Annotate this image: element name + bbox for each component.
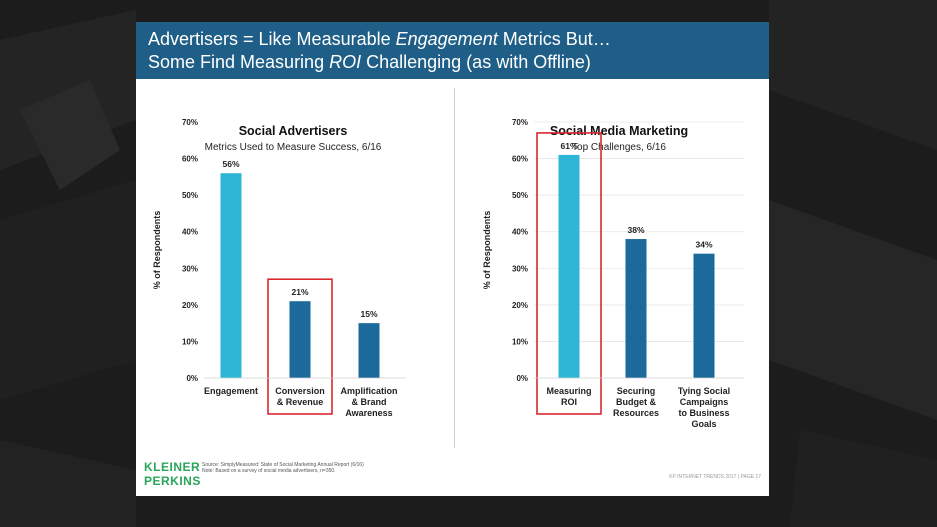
y-tick-label: 0% xyxy=(516,374,528,383)
y-tick-label: 70% xyxy=(512,118,528,127)
bar xyxy=(358,323,380,378)
y-tick-label: 50% xyxy=(182,191,198,200)
slide-title-line1: Advertisers = Like Measurable Engagement… xyxy=(148,29,611,49)
y-tick-label: 30% xyxy=(182,264,198,273)
y-tick-label: 40% xyxy=(512,228,528,237)
y-tick-label: 60% xyxy=(512,155,528,164)
bar-value-label: 34% xyxy=(695,240,712,250)
bar xyxy=(558,154,580,378)
bar-value-label: 21% xyxy=(291,287,308,297)
category-label: Awareness xyxy=(345,408,392,418)
y-tick-label: 50% xyxy=(512,191,528,200)
y-tick-label: 70% xyxy=(182,118,198,127)
category-label: Conversion xyxy=(275,386,325,396)
title-bar: Advertisers = Like Measurable Engagement… xyxy=(136,22,769,79)
y-axis-label: % of Respondents xyxy=(482,211,492,290)
chart-title: Social Advertisers xyxy=(239,124,348,138)
category-label: Measuring xyxy=(546,386,591,396)
chart-title: Social Media Marketing xyxy=(550,124,688,138)
source-note: Source: SimplyMeasured: State of Social … xyxy=(202,462,364,474)
category-label: Campaigns xyxy=(680,397,729,407)
y-tick-label: 10% xyxy=(512,337,528,346)
chart-subtitle: Metrics Used to Measure Success, 6/16 xyxy=(205,142,382,153)
category-label: & Brand xyxy=(351,397,386,407)
bar-value-label: 15% xyxy=(360,309,377,319)
y-tick-label: 10% xyxy=(182,337,198,346)
highlight-box xyxy=(267,278,333,415)
category-label: Resources xyxy=(613,408,659,418)
bar xyxy=(220,173,242,378)
bar xyxy=(625,239,647,378)
category-label: Goals xyxy=(691,419,716,429)
panel-divider xyxy=(454,88,455,448)
bar xyxy=(289,301,311,378)
bar-value-label: 38% xyxy=(627,225,644,235)
bar xyxy=(693,253,715,378)
y-tick-label: 60% xyxy=(182,155,198,164)
kleiner-perkins-logo: KLEINER PERKINS xyxy=(144,460,201,488)
category-label: Budget & xyxy=(616,397,656,407)
charts-area: Social Advertisers Metrics Used to Measur… xyxy=(152,118,744,429)
category-label: Securing xyxy=(617,386,656,396)
category-label: Tying Social xyxy=(678,386,730,396)
category-label: to Business xyxy=(678,408,729,418)
slide: Advertisers = Like Measurable Engagement… xyxy=(136,22,769,496)
y-tick-label: 20% xyxy=(512,301,528,310)
y-tick-label: 40% xyxy=(182,228,198,237)
page-info: KP INTERNET TRENDS 2017 | PAGE 17 xyxy=(669,474,761,480)
slide-title-line2: Some Find Measuring ROI Challenging (as … xyxy=(148,52,591,72)
category-label: & Revenue xyxy=(277,397,324,407)
category-label: Engagement xyxy=(204,386,258,396)
category-label: Amplification xyxy=(340,386,397,396)
category-label: ROI xyxy=(561,397,577,407)
bar-value-label: 61% xyxy=(560,141,577,151)
chart-subtitle: Top Challenges, 6/16 xyxy=(572,142,666,153)
y-tick-label: 0% xyxy=(186,374,198,383)
y-tick-label: 30% xyxy=(512,264,528,273)
y-tick-label: 20% xyxy=(182,301,198,310)
bar-value-label: 56% xyxy=(222,159,239,169)
y-axis-label: % of Respondents xyxy=(152,211,162,290)
highlight-box xyxy=(536,132,602,415)
